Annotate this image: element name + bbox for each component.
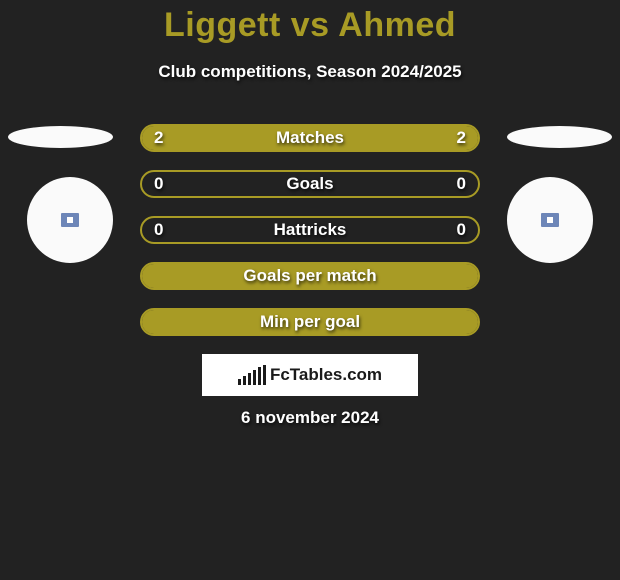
stat-label: Matches xyxy=(276,128,344,148)
stats-table: Matches 2 2 Goals 0 0 Hattricks 0 0 Goals per mat… xyxy=(140,124,480,336)
brand-logo: FcTables.com xyxy=(202,354,418,396)
title-player1: Liggett xyxy=(164,6,281,44)
stat-value-left: 2 xyxy=(154,128,163,148)
stat-value-left: 0 xyxy=(154,174,163,194)
page-title: Liggett vs Ahmed xyxy=(0,6,620,45)
stat-label: Hattricks xyxy=(274,220,347,240)
team-right-crest-inner-icon xyxy=(547,217,553,223)
stat-label: Min per goal xyxy=(260,312,360,332)
subtitle: Club competitions, Season 2024/2025 xyxy=(0,62,620,82)
title-player2: Ahmed xyxy=(338,6,456,44)
stat-value-left: 0 xyxy=(154,220,163,240)
stat-label: Goals per match xyxy=(243,266,376,286)
team-left-circle xyxy=(27,177,113,263)
stat-row: Min per goal xyxy=(140,308,480,336)
team-right-crest-icon xyxy=(541,213,559,227)
team-right-ellipse xyxy=(507,126,612,148)
bar-icon xyxy=(253,370,256,385)
stat-value-right: 0 xyxy=(457,220,466,240)
bar-icon xyxy=(263,365,266,385)
stat-row: Matches 2 2 xyxy=(140,124,480,152)
bar-chart-icon xyxy=(238,365,266,385)
stat-label: Goals xyxy=(286,174,333,194)
title-vs: vs xyxy=(291,6,330,44)
stat-row: Goals 0 0 xyxy=(140,170,480,198)
stat-value-right: 0 xyxy=(457,174,466,194)
bar-icon xyxy=(258,367,261,385)
stat-row: Hattricks 0 0 xyxy=(140,216,480,244)
bar-icon xyxy=(248,373,251,385)
stat-row: Goals per match xyxy=(140,262,480,290)
brand-name: FcTables.com xyxy=(270,365,382,385)
team-left-ellipse xyxy=(8,126,113,148)
team-left-crest-inner-icon xyxy=(67,217,73,223)
date-label: 6 november 2024 xyxy=(0,408,620,428)
bar-icon xyxy=(238,379,241,385)
stat-value-right: 2 xyxy=(457,128,466,148)
team-left-crest-icon xyxy=(61,213,79,227)
bar-icon xyxy=(243,376,246,385)
team-right-circle xyxy=(507,177,593,263)
